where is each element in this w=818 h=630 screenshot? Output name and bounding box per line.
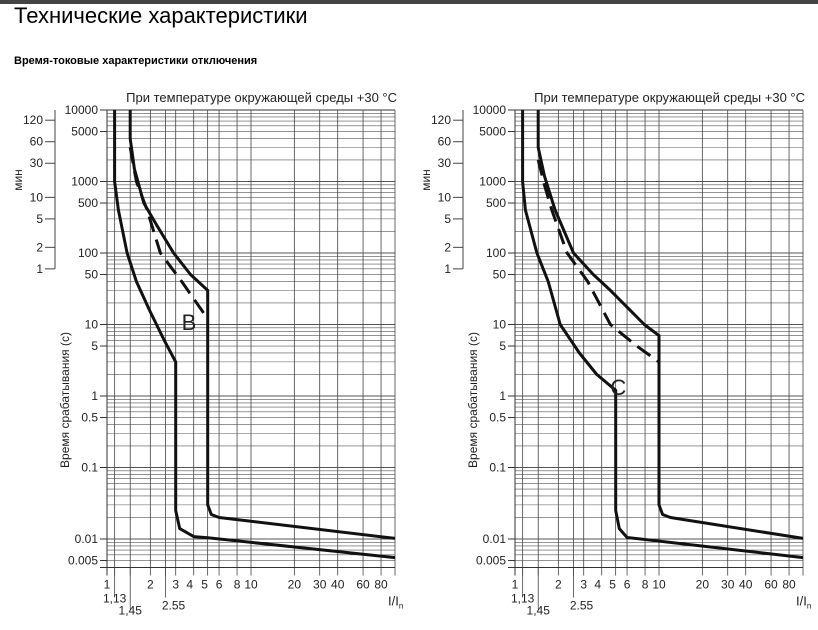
x-tick-label: 80 (782, 577, 796, 591)
x-tick-label: 40 (331, 577, 345, 591)
y-tick-label: 10000 (473, 103, 507, 117)
series-1-curve (113, 110, 396, 560)
min-tick-label: 60 (30, 135, 44, 149)
curve-type-label: B (182, 310, 197, 335)
x-tick-label: 20 (696, 577, 710, 591)
series-2-curve (128, 110, 396, 540)
x-tick-label: 10 (244, 577, 258, 591)
x-special-tick-label: 1,45 (119, 603, 143, 617)
y-tick-label: 50 (493, 268, 507, 282)
x-axis-label: I/In (796, 593, 811, 610)
x-axis-label-sub: n (399, 601, 403, 610)
x-tick-label: 60 (764, 577, 778, 591)
y-tick-label: 10 (85, 318, 99, 332)
x-tick-label: 8 (234, 577, 241, 591)
min-tick-label: 5 (36, 212, 43, 226)
x-axis-label: I/In (388, 593, 403, 610)
curve-type-label: C (610, 375, 626, 400)
chart-B: При температуре окружающей среды +30 °C 1… (11, 90, 403, 617)
x-tick-label: 5 (609, 577, 616, 591)
x-special-tick-label: 2.55 (162, 598, 186, 612)
x-tick-label: 8 (642, 577, 649, 591)
x-tick-label: 6 (216, 577, 223, 591)
y-tick-label: 5000 (479, 125, 506, 139)
y-tick-label: 1000 (71, 175, 98, 189)
x-tick-label: 1 (104, 577, 111, 591)
chart-C: При температуре окружающей среды +30 °C 1… (419, 90, 811, 617)
y-tick-label: 5000 (71, 125, 98, 139)
x-tick-label: 6 (624, 577, 631, 591)
y-tick-label: 100 (486, 246, 506, 260)
chart-title: При температуре окружающей среды +30 °C (126, 90, 397, 105)
chart-title: При температуре окружающей среды +30 °C (534, 90, 805, 105)
x-tick-label: 30 (721, 577, 735, 591)
x-tick-label: 80 (374, 577, 388, 591)
x-special-tick-label: 1,45 (527, 603, 551, 617)
x-tick-label: 10 (652, 577, 666, 591)
min-tick-label: 10 (438, 190, 452, 204)
x-special-tick-label: 1,13 (103, 591, 127, 605)
x-tick-label: 4 (594, 577, 601, 591)
series-3-curve (536, 159, 660, 364)
page-title: Технические характеристики (14, 3, 308, 28)
top-bar (0, 0, 818, 4)
min-tick-label: 5 (444, 212, 451, 226)
x-tick-label: 2 (555, 577, 562, 591)
min-tick-label: 120 (431, 113, 451, 127)
min-tick-label: 2 (36, 240, 43, 254)
y-tick-label: 500 (486, 196, 506, 210)
series-2-curve (536, 110, 804, 540)
min-tick-label: 30 (30, 156, 44, 170)
min-tick-label: 2 (444, 240, 451, 254)
min-tick-label: 30 (438, 156, 452, 170)
min-tick-label: 1 (444, 262, 451, 276)
x-special-tick-label: 1,13 (511, 591, 535, 605)
y-tick-label: 0.1 (81, 461, 98, 475)
y-axis-label: Время срабатывания (с) (466, 332, 480, 468)
y-tick-label: 0.005 (476, 554, 506, 568)
y-tick-label: 1 (91, 389, 98, 403)
x-tick-label: 2 (147, 577, 154, 591)
y-tick-label: 10000 (65, 103, 99, 117)
min-tick-label: 10 (30, 190, 44, 204)
x-tick-label: 4 (186, 577, 193, 591)
y-tick-label: 0.005 (68, 554, 98, 568)
page-subtitle: Время-токовые характеристики отключения (14, 55, 258, 67)
x-tick-label: 30 (313, 577, 327, 591)
x-tick-label: 5 (201, 577, 208, 591)
y-tick-label: 0.5 (489, 411, 506, 425)
y-tick-label: 500 (78, 196, 98, 210)
min-axis-label: мин (419, 169, 433, 191)
min-tick-label: 1 (36, 262, 43, 276)
y-tick-label: 0.01 (483, 532, 507, 546)
y-tick-label: 5 (499, 339, 506, 353)
x-special-tick-label: 2.55 (570, 598, 594, 612)
x-tick-label: 60 (356, 577, 370, 591)
x-axis-label-sub: n (807, 601, 811, 610)
min-tick-label: 60 (438, 135, 452, 149)
x-tick-label: 20 (288, 577, 302, 591)
x-tick-label: 40 (739, 577, 753, 591)
y-axis-label: Время срабатывания (с) (58, 332, 72, 468)
series-3-curve (128, 147, 209, 320)
y-tick-label: 1000 (479, 175, 506, 189)
y-tick-label: 1 (499, 389, 506, 403)
y-tick-label: 10 (493, 318, 507, 332)
min-tick-label: 120 (23, 113, 43, 127)
x-tick-label: 3 (172, 577, 179, 591)
y-tick-label: 0.1 (489, 461, 506, 475)
y-tick-label: 5 (91, 339, 98, 353)
x-tick-label: 1 (512, 577, 519, 591)
y-tick-label: 50 (85, 268, 99, 282)
y-tick-label: 100 (78, 246, 98, 260)
min-axis-label: мин (11, 169, 25, 191)
y-tick-label: 0.5 (81, 411, 98, 425)
x-tick-label: 3 (580, 577, 587, 591)
series-1-curve (521, 110, 804, 560)
y-tick-label: 0.01 (75, 532, 99, 546)
